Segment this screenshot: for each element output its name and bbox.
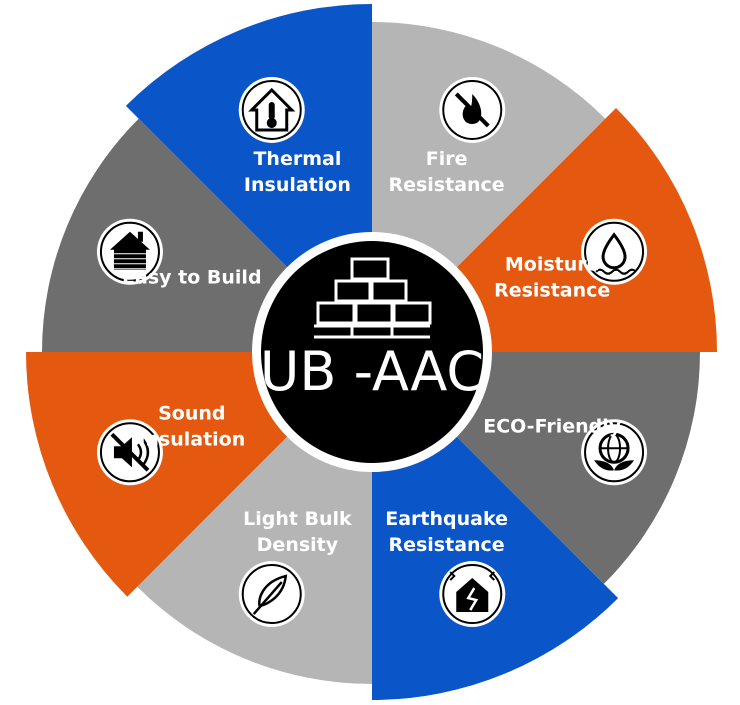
- feather-icon: [238, 561, 305, 628]
- segment-label-light-bulk-density-1: Light Bulk: [243, 508, 352, 530]
- hub: UB -AAC: [252, 232, 492, 472]
- eco-globe-icon: [581, 419, 648, 486]
- water-drop-icon: [581, 218, 648, 285]
- earthquake-icon: [439, 561, 506, 628]
- brick-house-icon: [96, 218, 163, 285]
- segment-label-thermal-insulation-1: Thermal: [253, 148, 341, 170]
- thermometer-house-icon: [238, 76, 305, 143]
- hub-circle: [261, 241, 483, 463]
- mute-icon: [96, 419, 163, 486]
- brick-stack-icon: [314, 257, 432, 339]
- segment-label-moisture-resistance-2: Resistance: [494, 279, 610, 301]
- segment-label-easy-to-build-1: Easy to Build: [122, 266, 262, 288]
- segment-label-eco-friendly-1: ECO-Friendly: [483, 416, 621, 438]
- segment-label-light-bulk-density-2: Density: [257, 534, 339, 556]
- segment-label-thermal-insulation-2: Insulation: [244, 174, 351, 196]
- segment-label-sound-insulation-1: Sound: [158, 403, 225, 425]
- segment-label-earthquake-resistance-2: Resistance: [388, 534, 504, 556]
- segment-label-moisture-resistance-1: Moisture: [505, 253, 600, 275]
- no-fire-icon: [439, 76, 506, 143]
- segment-label-earthquake-resistance-1: Earthquake: [385, 508, 508, 530]
- hub-title: UB -AAC: [260, 340, 484, 403]
- segment-label-fire-resistance-2: Resistance: [388, 174, 504, 196]
- segment-label-sound-insulation-2: Insulation: [138, 429, 245, 451]
- segment-label-fire-resistance-1: Fire: [426, 148, 468, 170]
